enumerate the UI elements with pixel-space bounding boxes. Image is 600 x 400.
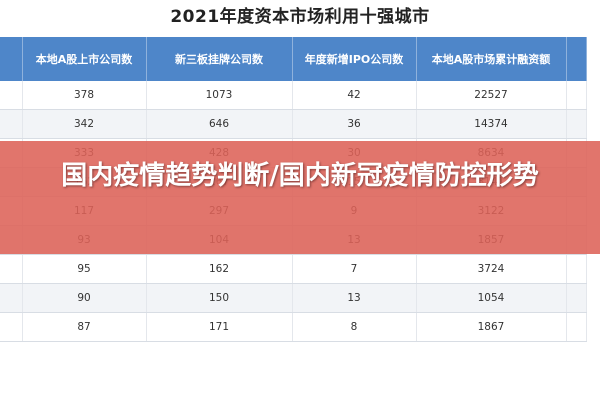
cell-neeq-listed: 1073 [146,81,293,110]
cell-cumulative-financing: 14374 [416,109,567,139]
cell-a-share-listed: 95 [22,254,147,284]
cell-a-share-listed: 90 [22,283,147,313]
cell-a-share-listed: 378 [22,81,147,110]
table-title: 2021年度资本市场利用十强城市 [170,7,430,27]
header-cumulative-financing: 本地A股市场累计融资额 [416,37,567,81]
headline-banner [0,141,600,254]
cell-neeq-listed: 171 [146,312,293,342]
header-a-share-listed: 本地A股上市公司数 [22,37,147,81]
cell-neeq-listed: 646 [146,109,293,139]
cell-new-ipo: 36 [292,109,417,139]
cell-extra [566,283,587,313]
header-city [0,37,23,81]
cell-new-ipo: 13 [292,283,417,313]
cell-cumulative-financing: 22527 [416,81,567,110]
cell-city [0,81,23,110]
header-new-ipo: 年度新增IPO公司数 [292,37,417,81]
cell-city [0,312,23,342]
cell-city [0,109,23,139]
cell-a-share-listed: 87 [22,312,147,342]
headline-title: 国内疫情趋势判断/国内新冠疫情防控形势 [61,161,539,191]
cell-cumulative-financing: 3724 [416,254,567,284]
cell-city [0,283,23,313]
table-header-row: 本地A股上市公司数 新三板挂牌公司数 年度新增IPO公司数 本地A股市场累计融资… [0,37,587,81]
header-extra [566,37,587,81]
cell-new-ipo: 7 [292,254,417,284]
cell-neeq-listed: 150 [146,283,293,313]
table-row: 342 646 36 14374 [0,109,587,139]
header-neeq-listed: 新三板挂牌公司数 [146,37,293,81]
cell-cumulative-financing: 1054 [416,283,567,313]
cell-new-ipo: 8 [292,312,417,342]
table-row: 378 1073 42 22527 [0,81,587,110]
cell-extra [566,109,587,139]
cell-extra [566,312,587,342]
cell-new-ipo: 42 [292,81,417,110]
table-row: 95 162 7 3724 [0,254,587,284]
table-row: 90 150 13 1054 [0,283,587,313]
cell-city [0,254,23,284]
table-row: 87 171 8 1867 [0,312,587,342]
cell-extra [566,254,587,284]
cell-neeq-listed: 162 [146,254,293,284]
cell-cumulative-financing: 1867 [416,312,567,342]
cell-extra [566,81,587,110]
cell-a-share-listed: 342 [22,109,147,139]
